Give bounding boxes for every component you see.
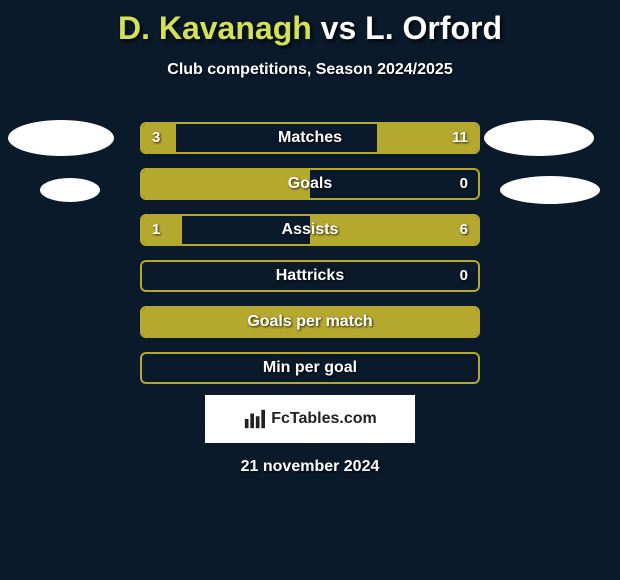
stat-value-left: 1 [152, 216, 160, 244]
stat-row: Assists1 6 [140, 214, 480, 246]
stat-row: Goals per match [140, 306, 480, 338]
stat-label: Min per goal [142, 354, 478, 382]
decorative-ellipse [40, 178, 100, 202]
comparison-title: D. Kavanagh vs L. Orford [0, 0, 620, 47]
stat-value-right: 6 [460, 216, 468, 244]
stat-label: Goals per match [142, 308, 478, 336]
stat-label: Goals [142, 170, 478, 198]
stat-row: Matches3 11 [140, 122, 480, 154]
stat-row: Min per goal [140, 352, 480, 384]
stat-value-left: 3 [152, 124, 160, 152]
decorative-ellipse [500, 176, 600, 204]
footer-date: 21 november 2024 [0, 458, 620, 476]
subtitle: Club competitions, Season 2024/2025 [0, 61, 620, 79]
stat-value-right: 0 [460, 170, 468, 198]
stat-label: Matches [142, 124, 478, 152]
stat-row: Goals0 [140, 168, 480, 200]
stat-label: Assists [142, 216, 478, 244]
stat-value-right: 11 [452, 124, 468, 152]
decorative-ellipse [484, 120, 594, 156]
badge-text: FcTables.com [271, 410, 377, 428]
chart-icon [243, 408, 265, 430]
vs-text: vs [321, 10, 357, 46]
stat-label: Hattricks [142, 262, 478, 290]
fctables-badge[interactable]: FcTables.com [205, 395, 415, 443]
player1-name: D. Kavanagh [118, 10, 312, 46]
player2-name: L. Orford [365, 10, 502, 46]
decorative-ellipse [8, 120, 114, 156]
stat-value-right: 0 [460, 262, 468, 290]
stat-row: Hattricks0 [140, 260, 480, 292]
